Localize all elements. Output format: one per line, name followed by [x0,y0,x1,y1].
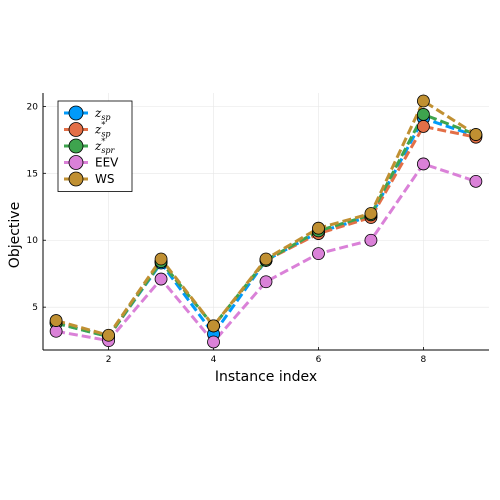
ticks: 2 4 6 8 5 10 15 20 [27,102,427,365]
legend-marker [68,105,84,121]
data-point [259,275,273,289]
legend-label: z* spr [94,137,116,155]
data-point [312,221,325,235]
x-axis-label: Instance index [215,369,317,385]
legend-marker [68,155,84,170]
data-point [49,314,63,327]
x-tick-label: 6 [316,355,322,365]
y-tick-label: 5 [32,303,38,313]
legend-marker [68,171,84,187]
legend-marker [68,122,84,137]
y-tick-label: 10 [27,236,39,246]
data-point [154,252,168,266]
x-tick-label: 8 [421,355,427,365]
data-point [207,319,220,333]
legend-label: EEV [95,156,119,170]
data-point [417,120,430,133]
data-point [417,108,430,121]
x-tick-label: 2 [106,355,112,365]
series-group [49,94,483,349]
x-tick-label: 4 [211,355,217,365]
y-tick-label: 15 [27,169,38,179]
y-tick-label: 20 [27,102,39,112]
data-point [207,335,220,349]
legend-label: z* sp [94,121,111,139]
legend-label: WS [95,172,114,186]
data-point [417,94,430,108]
data-point [102,328,115,342]
data-point [364,233,378,247]
legend-marker [68,138,84,154]
data-point [49,324,63,338]
series-line-4 [55,162,477,344]
data-point [154,272,168,286]
data-point [312,247,325,261]
y-axis-label: Objective [7,202,23,268]
legend-label: zsp [94,106,111,122]
data-point [417,157,430,171]
data-point [469,174,483,188]
data-point [259,252,273,266]
data-point [364,207,378,220]
data-point [469,128,483,141]
